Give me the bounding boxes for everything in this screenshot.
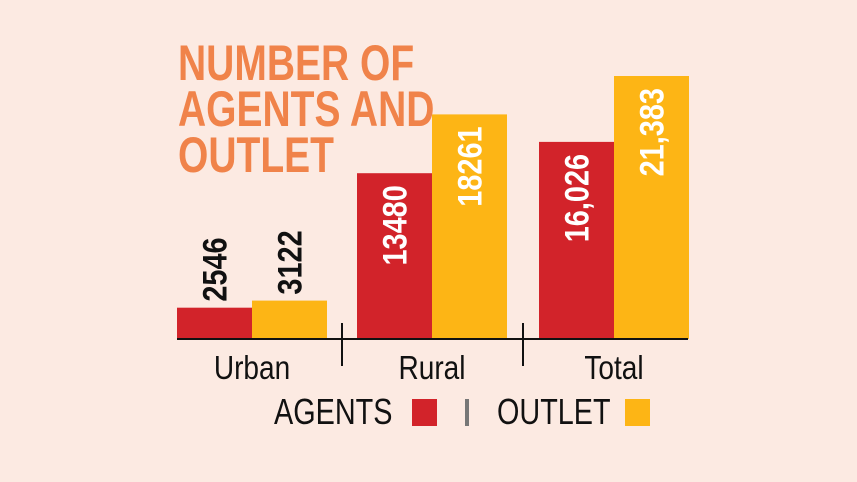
legend: AGENTS OUTLET: [274, 390, 651, 434]
data-label-outlet-urban: 3122: [270, 230, 309, 294]
title-line-1: NUMBER OF: [178, 35, 415, 91]
data-label-agents-urban: 2546: [195, 237, 234, 301]
bar-agents-urban: [177, 307, 252, 339]
legend-swatch-outlet: [625, 398, 651, 426]
legend-separator: [465, 398, 470, 426]
bar-outlet-total: [614, 76, 689, 339]
data-label-agents-total: 16,026: [557, 154, 596, 242]
data-label-outlet-rural: 18261: [450, 126, 489, 206]
data-label-agents-rural: 13480: [375, 185, 414, 265]
legend-label-agents: AGENTS: [274, 391, 393, 432]
title-line-3: OUTLET: [178, 127, 334, 183]
chart-title: NUMBER OF AGENTS AND OUTLET: [178, 35, 435, 183]
x-tick-label: Total: [584, 350, 643, 387]
bar-agents-total: [539, 141, 614, 339]
data-label-outlet-total: 21,383: [632, 88, 671, 176]
legend-swatch-agents: [412, 398, 438, 426]
bar-agents-rural: [357, 173, 432, 339]
x-tick-label: Rural: [398, 350, 465, 387]
bar-outlet-urban: [252, 300, 327, 339]
bar-outlet-rural: [432, 114, 507, 339]
x-tick-label: Urban: [214, 350, 290, 387]
legend-label-outlet: OUTLET: [497, 391, 611, 432]
title-line-2: AGENTS AND: [178, 81, 435, 137]
